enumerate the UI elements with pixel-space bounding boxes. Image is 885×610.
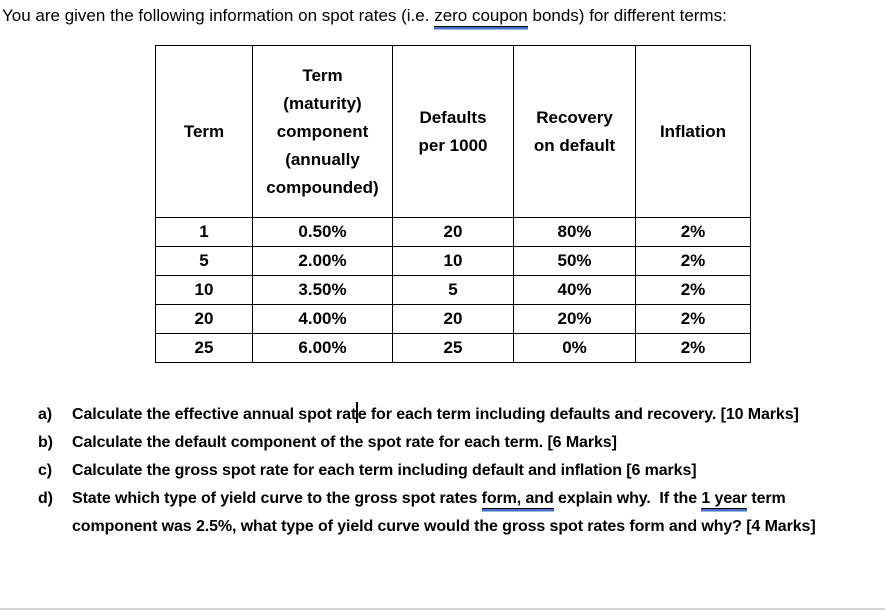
cell-term: 20 [155, 304, 253, 334]
text-run: bonds) for different terms: [527, 6, 727, 25]
cell-inflation: 2% [635, 275, 751, 305]
text-run: e for each term including defaults and r… [357, 406, 799, 423]
question-b: b) Calculate the default component of th… [38, 429, 852, 457]
spot-rates-table: Term Term (maturity) component (annually… [155, 45, 751, 363]
table-row: 5 2.00% 10 50% 2% [155, 246, 751, 276]
cell-term: 1 [155, 217, 253, 247]
cell-term-component: 6.00% [252, 333, 393, 363]
bottom-divider [0, 608, 885, 610]
header-defaults: Defaults per 1000 [392, 45, 514, 218]
question-b-marker: b) [38, 434, 53, 451]
question-c-text: Calculate the gross spot rate for each t… [72, 462, 697, 479]
cell-inflation: 2% [635, 217, 751, 247]
cell-term-component: 0.50% [252, 217, 393, 247]
cell-defaults: 20 [392, 304, 514, 334]
header-term-component: Term (maturity) component (annually comp… [252, 45, 393, 218]
table-row: 25 6.00% 25 0% 2% [155, 333, 751, 363]
table-header-row: Term Term (maturity) component (annually… [155, 45, 751, 218]
intro-sentence: You are given the following information … [2, 4, 727, 28]
table-row: 10 3.50% 5 40% 2% [155, 275, 751, 305]
question-d: d) State which type of yield curve to th… [38, 485, 852, 541]
cell-inflation: 2% [635, 333, 751, 363]
text-cursor [356, 402, 358, 423]
cell-defaults: 5 [392, 275, 514, 305]
text-run: You are given the following information … [2, 6, 435, 25]
header-inflation: Inflation [635, 45, 751, 218]
cell-term-component: 3.50% [252, 275, 393, 305]
cell-defaults: 25 [392, 333, 514, 363]
cell-recovery: 80% [513, 217, 636, 247]
question-b-text: Calculate the default component of the s… [72, 434, 617, 451]
question-c: c) Calculate the gross spot rate for eac… [38, 457, 852, 485]
text-run: term component was 2.5%, what type of yi… [72, 490, 816, 535]
underlined-text: form, and [481, 490, 554, 509]
table-row: 20 4.00% 20 20% 2% [155, 304, 751, 334]
header-term: Term [155, 45, 253, 218]
header-recovery: Recovery on default [513, 45, 636, 218]
question-a-marker: a) [38, 406, 53, 423]
cell-inflation: 2% [635, 246, 751, 276]
cell-term: 10 [155, 275, 253, 305]
underlined-text: zero coupon [434, 6, 528, 27]
cell-term-component: 2.00% [252, 246, 393, 276]
question-a: a) Calculate the effective annual spot r… [38, 401, 852, 429]
question-list: a) Calculate the effective annual spot r… [38, 401, 852, 541]
question-c-marker: c) [38, 462, 53, 479]
cell-defaults: 20 [392, 217, 514, 247]
cell-defaults: 10 [392, 246, 514, 276]
cell-recovery: 20% [513, 304, 636, 334]
text-run: explain why. If the [553, 490, 702, 507]
question-a-text: Calculate the effective annual spot rate… [72, 401, 852, 429]
cell-term: 5 [155, 246, 253, 276]
text-run: State which type of yield curve to the g… [72, 490, 482, 507]
cell-term: 25 [155, 333, 253, 363]
table-row: 1 0.50% 20 80% 2% [155, 217, 751, 247]
text-run: Calculate the effective annual spot rat [72, 406, 357, 423]
cell-term-component: 4.00% [252, 304, 393, 334]
cell-recovery: 0% [513, 333, 636, 363]
question-d-marker: d) [38, 490, 53, 507]
cell-inflation: 2% [635, 304, 751, 334]
question-d-text: State which type of yield curve to the g… [72, 485, 852, 541]
cell-recovery: 50% [513, 246, 636, 276]
cell-recovery: 40% [513, 275, 636, 305]
underlined-text: 1 year [701, 490, 748, 509]
